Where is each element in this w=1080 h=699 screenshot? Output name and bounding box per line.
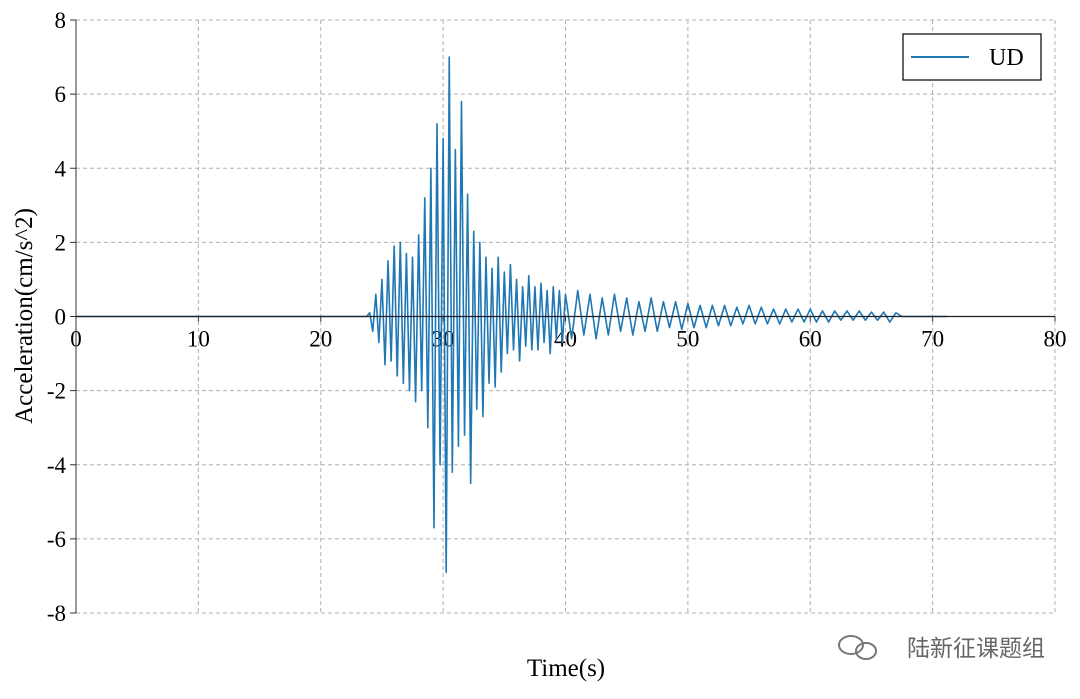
y-tick-label: -4 [47, 453, 67, 478]
x-tick-label: 20 [309, 327, 332, 352]
y-tick-label: -2 [47, 379, 66, 404]
y-tick-label: 2 [55, 230, 67, 255]
y-tick-label: 8 [55, 8, 67, 33]
legend-label: UD [989, 45, 1024, 71]
y-tick-label: 4 [55, 156, 67, 181]
y-tick-label: -8 [47, 601, 66, 626]
watermark: 陆新征课题组 [907, 636, 1045, 662]
x-axis-label: Time(s) [527, 655, 605, 682]
x-tick-label: 50 [676, 327, 699, 352]
y-axis-label: Acceleration(cm/s^2) [11, 208, 38, 424]
y-tick-label: 6 [55, 82, 67, 107]
x-tick-label: 10 [187, 327, 210, 352]
x-tick-label: 60 [799, 327, 822, 352]
x-tick-label: 80 [1044, 327, 1067, 352]
y-tick-label: 0 [55, 305, 67, 330]
watermark-icon [838, 635, 877, 660]
series-line [76, 56, 948, 574]
x-tick-label: 70 [921, 327, 944, 352]
y-tick-label: -6 [47, 527, 66, 552]
legend: UD [902, 33, 1042, 81]
x-tick-label: 30 [432, 327, 455, 352]
